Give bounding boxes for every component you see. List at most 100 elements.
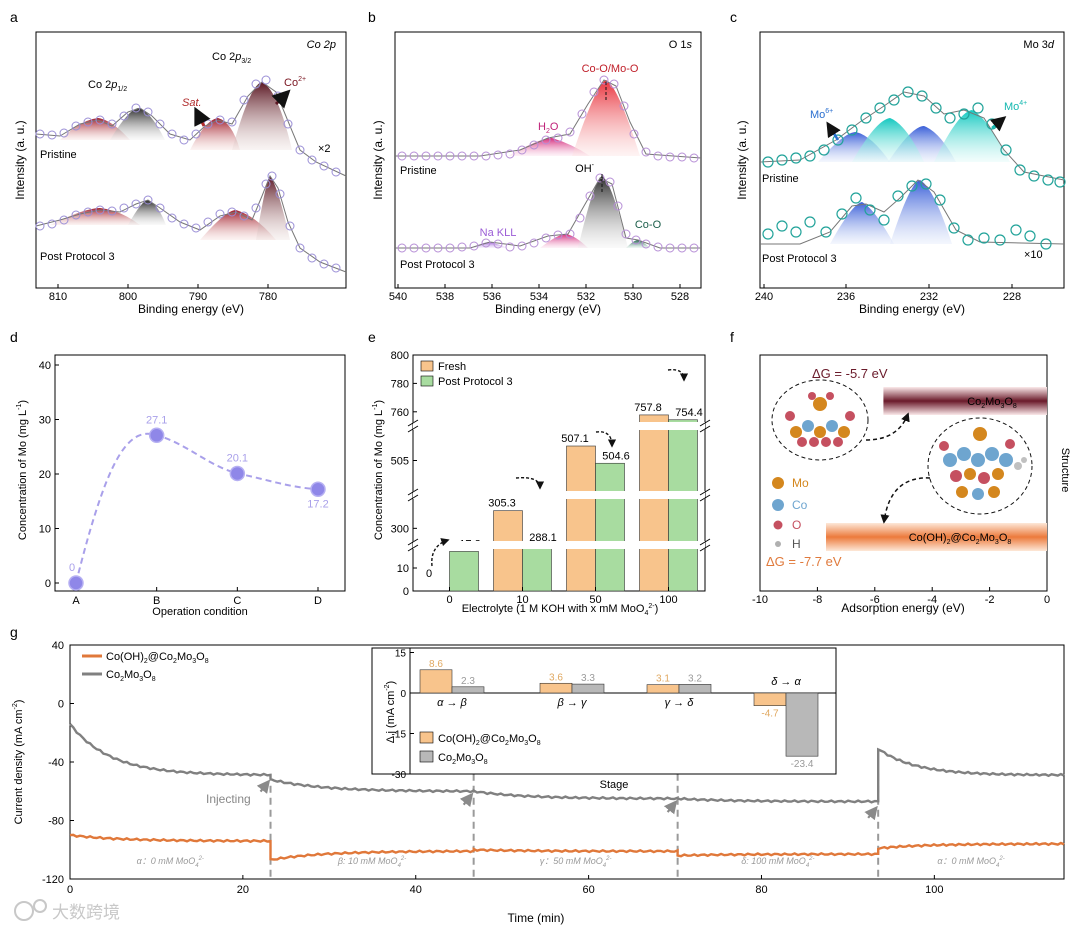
panel-e-break-band (413, 541, 705, 549)
panel-f-structure-2-atoms (939, 427, 1027, 500)
panel-e-break-band (413, 491, 705, 499)
panel-b-xlabel: Binding energy (eV) (495, 302, 601, 316)
panel-f-legend-o: O (792, 518, 801, 532)
panel-c-ylabel: Intensity (a. u.) (735, 120, 749, 199)
panel-g-xtick-label: 80 (755, 884, 767, 896)
panel-e-xtick-label: 50 (589, 594, 601, 606)
panel-g-inset-frame (371, 647, 837, 775)
panel-b-label-coo: Co-O (635, 219, 662, 231)
panel-e-arrows (431, 369, 689, 567)
panel-f-xtick-label: 0 (1044, 594, 1050, 606)
panel-a-xticks: 810 800 790 780 (49, 284, 277, 303)
panel-d-yticks: 0 10 20 30 40 (39, 360, 59, 590)
panel-a-xtick-label: 810 (49, 291, 67, 303)
panel-d-ytick-label: 20 (39, 469, 51, 481)
panel-letter-a: a (10, 9, 18, 25)
panel-f-dg-top: ΔG = -5.7 eV (812, 366, 888, 381)
panel-b-title: O 1s (669, 39, 693, 51)
panel-g-inset-category-label: γ → δ (665, 697, 695, 709)
panel-e-legend-swatch-fresh (420, 360, 434, 372)
panel-c-circles-post (762, 178, 1052, 250)
panel-g-inset-ytick-label: 15 (395, 649, 407, 660)
panel-e-bar-label: 504.6 (602, 450, 630, 462)
panel-g-inset-bar (646, 684, 680, 694)
panel-e-arrow-10 (515, 477, 545, 490)
panel-e-xtick-label: 10 (516, 594, 528, 606)
panel-b-xtick-label: 534 (530, 291, 548, 303)
panel-f-structure-1-atoms (785, 392, 855, 447)
panel-e-bar-label: 507.1 (561, 433, 589, 445)
panel-e-xticks: 0 10 50 100 (446, 587, 678, 606)
panel-a-xlabel: Binding energy (eV) (138, 302, 244, 316)
panel-a-frame (35, 31, 347, 289)
panel-d-ytick-label: 30 (39, 415, 51, 427)
panel-a-scale-note: ×2 (318, 143, 331, 155)
panel-c-title: Mo 3d (1023, 39, 1054, 51)
panel-e-ytick-label: 760 (391, 407, 409, 419)
panel-d-xtick-label: B (153, 595, 160, 607)
panel-g-stage-label-sup: 2- (808, 856, 814, 862)
panel-letter-b: b (368, 9, 376, 25)
panel-c-xticks: 240 236 232 228 (755, 284, 1021, 303)
panel-f-frame (759, 354, 1048, 592)
panel-g-series-line (69, 723, 1065, 804)
panel-g-inject-arrows (256, 779, 878, 821)
panel-g-inset-ytick-label: -30 (392, 770, 407, 781)
panel-g-inset-legend-swatch-como (419, 750, 434, 763)
panel-a-fit-post (35, 174, 347, 273)
panel-e-bar (639, 414, 669, 592)
panel-d-ytick-label: 10 (39, 524, 51, 536)
panel-e-xtick-label: 100 (659, 594, 677, 606)
panel-e-ylabel: Concentration of Mo (mg L-1) (372, 400, 385, 540)
panel-g-inset-ytick-label: 0 (400, 689, 406, 700)
panel-b-xtick-label: 532 (577, 291, 595, 303)
panel-e-ytick-label: 505 (391, 456, 409, 468)
panel-b-frame (394, 31, 702, 289)
panel-g-stage-label-sub: 4 (996, 863, 1000, 869)
panel-c-xlabel: Binding energy (eV) (859, 302, 965, 316)
panel-f-bars: Co2Mo3O8 Co(OH)2@Co2Mo3O8 (826, 387, 1047, 551)
panel-g-stage-label: β: 10 mM MoO42- (337, 856, 406, 869)
panel-letter-g: g (10, 624, 18, 640)
panel-f-legend-co: Co (792, 498, 808, 512)
panel-c-frame (759, 31, 1065, 289)
panel-g-inset-xlabel: Stage (600, 779, 629, 791)
panel-g-yticks: -120 -80 -40 0 40 (42, 640, 74, 886)
panel-g-inset-category-label: δ → α (771, 676, 801, 688)
panel-e-ytick-label: 800 (391, 350, 409, 362)
panel-f-xlabel: Adsorption energy (eV) (841, 601, 964, 615)
panel-f-legend-h: H (792, 537, 801, 551)
panel-e-bar-label: 0 (426, 568, 432, 580)
panel-f-legend-co-dot (772, 499, 784, 511)
panel-g-inset-bars: 8.6 2.3 α → β 3.6 3.3 β → γ 3.1 3.2 γ → δ -4.7 -23… (409, 648, 836, 774)
panel-f-ylabel: Structure (1059, 448, 1071, 493)
panel-a-label-co2: Co2+ (284, 76, 306, 89)
panel-f-xtick-label: -8 (813, 594, 823, 606)
panel-g-inset-legend-coh: Co(OH)2@Co2Mo3O8 (438, 733, 541, 747)
panel-g-inject-arrow (459, 792, 474, 808)
panel-b-xtick-label: 540 (389, 291, 407, 303)
panel-g-inset-bar (678, 684, 712, 694)
panel-e-break-marks (407, 419, 711, 552)
panel-e-frame (412, 354, 706, 592)
panel-f-legend-mo-dot (772, 477, 784, 489)
panel-f-dg-bottom: ΔG = -7.7 eV (766, 554, 842, 569)
panel-b-series-pristine: Pristine (400, 165, 437, 177)
panel-d-frame (54, 354, 346, 592)
panel-g-xticks: 0 20 40 60 80 100 (67, 875, 944, 896)
panel-d-ytick-label: 40 (39, 360, 51, 372)
panel-d-point-label: 27.1 (146, 414, 167, 426)
panel-g-legend-como: Co2Mo3O8 (106, 669, 156, 683)
panel-g-ytick-label: -40 (48, 757, 64, 769)
panel-a-arrow-sat (194, 106, 211, 127)
panel-a-label-2p32: Co 2p3/2 (212, 51, 251, 65)
panel-f-xtick-label: -6 (870, 594, 880, 606)
panel-b-xtick-label: 538 (436, 291, 454, 303)
panel-g-inset-bar (571, 683, 605, 694)
panel-c-scale-note: ×10 (1024, 249, 1043, 261)
panel-c-arrow-mo4 (989, 116, 1007, 132)
panel-f-xticks: -10 -8 -6 -4 -2 0 (752, 587, 1050, 606)
panel-d: Concentration of Mo (mg L-1) Operation c… (16, 354, 346, 618)
panel-g-stage-label-sup: 2- (998, 856, 1004, 862)
panel-c-xtick-label: 232 (920, 291, 938, 303)
